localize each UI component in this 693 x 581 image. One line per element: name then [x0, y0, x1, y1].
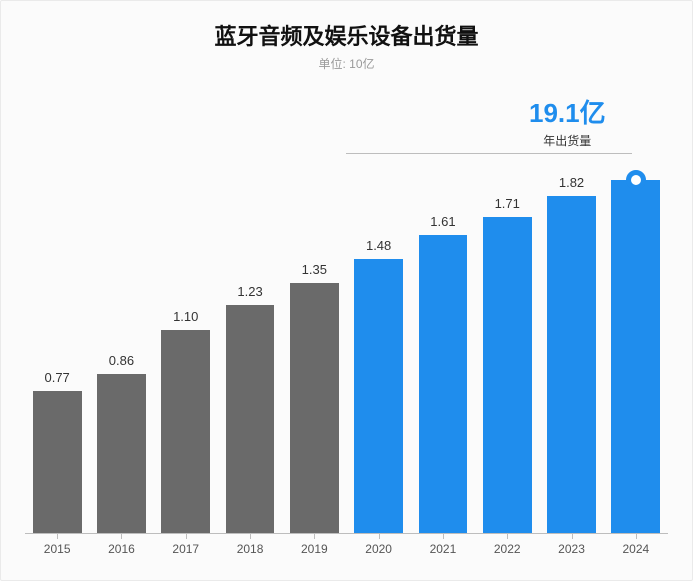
value-label: 1.23 — [237, 284, 262, 299]
bar — [33, 391, 82, 533]
x-tick: 2018 — [218, 542, 282, 556]
value-label: 1.35 — [302, 262, 327, 277]
value-label: 1.71 — [495, 196, 520, 211]
bar-col: 1.48 — [346, 163, 410, 533]
callout-value: 19.1亿 — [529, 93, 606, 130]
bar — [161, 330, 210, 534]
bar — [354, 259, 403, 533]
bar-col: 1.23 — [218, 163, 282, 533]
bar-col — [604, 163, 668, 533]
value-label: 0.77 — [44, 370, 69, 385]
value-label: 1.10 — [173, 309, 198, 324]
value-label: 1.48 — [366, 238, 391, 253]
bar — [97, 374, 146, 533]
bar-col: 1.82 — [539, 163, 603, 533]
callout-line — [346, 153, 632, 154]
bars-container: 0.77 0.86 1.10 1.23 1.35 1.48 1.61 1.71 1.82 — [25, 163, 668, 533]
x-tick: 2024 — [604, 542, 668, 556]
bar — [226, 305, 275, 533]
bar-col: 1.71 — [475, 163, 539, 533]
x-ticks: 2015201620172018201920202021202220232024 — [25, 542, 668, 556]
chart-card: 蓝牙音频及娱乐设备出货量 单位: 10亿 19.1亿 年出货量 0.77 0.86… — [0, 0, 693, 581]
value-label: 1.61 — [430, 214, 455, 229]
plot-area: 0.77 0.86 1.10 1.23 1.35 1.48 1.61 1.71 1.82 — [25, 163, 668, 533]
x-tick: 2022 — [475, 542, 539, 556]
x-tick: 2015 — [25, 542, 89, 556]
callout-label: 年出货量 — [529, 132, 606, 149]
x-tick: 2016 — [89, 542, 153, 556]
bar-col: 1.10 — [154, 163, 218, 533]
value-label: 1.82 — [559, 175, 584, 190]
bar — [611, 180, 660, 533]
chart-title: 蓝牙音频及娱乐设备出货量 — [25, 19, 668, 51]
x-tick: 2017 — [154, 542, 218, 556]
bar — [547, 196, 596, 533]
bar — [419, 235, 468, 533]
bar-col: 0.77 — [25, 163, 89, 533]
highlight-marker-icon — [626, 170, 646, 190]
bar-col: 1.61 — [411, 163, 475, 533]
bar — [483, 217, 532, 533]
bar — [290, 283, 339, 533]
bar-col: 0.86 — [89, 163, 153, 533]
callout: 19.1亿 年出货量 — [529, 93, 606, 149]
x-tick: 2023 — [539, 542, 603, 556]
x-tick: 2020 — [346, 542, 410, 556]
x-tick: 2021 — [411, 542, 475, 556]
chart-subtitle: 单位: 10亿 — [25, 55, 668, 72]
bar-col: 1.35 — [282, 163, 346, 533]
x-tick: 2019 — [282, 542, 346, 556]
value-label: 0.86 — [109, 353, 134, 368]
